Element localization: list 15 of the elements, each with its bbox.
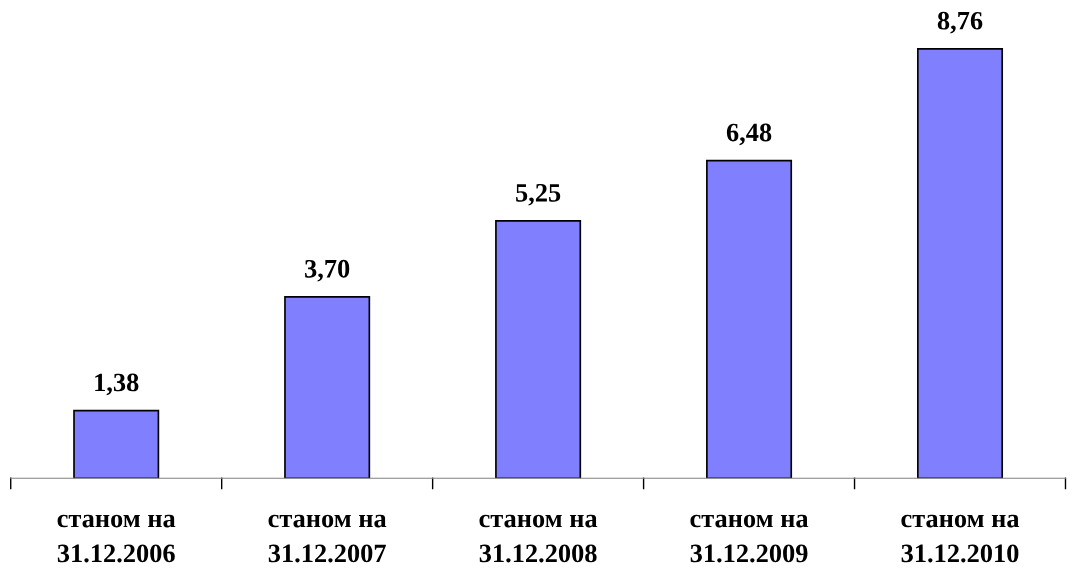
x-tick-label: станом на 31.12.2009: [690, 514, 809, 563]
bar: [706, 159, 793, 479]
bar: [495, 220, 582, 479]
bar: [916, 48, 1004, 479]
data-label: 1,38: [95, 373, 139, 396]
x-tick-label: станом на 31.12.2010: [901, 514, 1020, 563]
data-label: 3,70: [305, 259, 350, 282]
bar: [73, 409, 160, 479]
x-tick-label: станом на 31.12.2006: [57, 514, 176, 563]
x-tick-label: станом на 31.12.2007: [268, 514, 387, 563]
data-label: 6,48: [726, 123, 772, 146]
x-tick-label: станом на 31.12.2008: [479, 514, 598, 563]
bar: [284, 296, 371, 479]
data-label: 5,25: [516, 183, 561, 206]
data-label: 8,76: [937, 11, 983, 34]
